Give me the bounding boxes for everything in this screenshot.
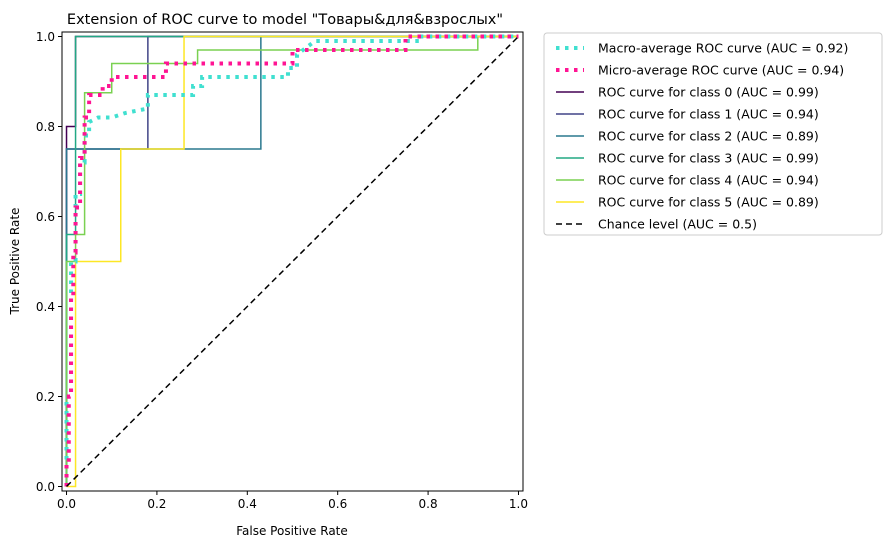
legend-label: Macro-average ROC curve (AUC = 0.92) (598, 41, 848, 56)
axes-frame (61, 31, 524, 492)
legend-items: Macro-average ROC curve (AUC = 0.92) Micr… (556, 41, 848, 232)
legend-label: Chance level (AUC = 0.5) (598, 217, 757, 232)
y-axis-ticks: 0.0 0.2 0.4 0.6 0.8 1.0 (36, 30, 62, 494)
series-line-roc-curve-for-class-4 (65, 35, 519, 487)
x-tick-label: 0.8 (419, 497, 438, 511)
x-tick-label: 1.0 (509, 497, 528, 511)
y-tick-label: 0.2 (36, 390, 55, 404)
y-tick-label: 0.0 (36, 480, 55, 494)
legend-frame (543, 32, 883, 236)
series-layer (64, 34, 520, 488)
legend-label: ROC curve for class 5 (AUC = 0.89) (598, 195, 819, 210)
chart-title: Extension of ROC curve to model "Товары&… (67, 12, 503, 28)
legend-label: ROC curve for class 1 (AUC = 0.94) (598, 107, 819, 122)
y-tick-label: 1.0 (36, 30, 55, 44)
series-line-roc-curve-for-class-5 (66, 35, 519, 488)
legend-label: Micro-average ROC curve (AUC = 0.94) (598, 63, 844, 78)
x-axis-label: False Positive Rate (236, 524, 348, 538)
legend-label: ROC curve for class 4 (AUC = 0.94) (598, 173, 819, 188)
legend-label: ROC curve for class 0 (AUC = 0.99) (598, 85, 819, 100)
series-line-macro-average-roc-curve (64, 34, 519, 487)
plot-area (61, 31, 524, 492)
series-line-micro-average-roc-curve (64, 34, 519, 487)
legend: Macro-average ROC curve (AUC = 0.92) Micr… (543, 32, 883, 236)
x-tick-label: 0.6 (328, 497, 347, 511)
x-axis-ticks: 0.0 0.2 0.4 0.6 0.8 1.0 (57, 491, 528, 511)
series-line-chance-level (65, 35, 520, 488)
legend-label: ROC curve for class 3 (AUC = 0.99) (598, 151, 819, 166)
y-tick-label: 0.6 (36, 210, 55, 224)
x-tick-label: 0.2 (147, 497, 166, 511)
y-axis-label: True Positive Rate (8, 208, 22, 316)
x-tick-label: 0.0 (57, 497, 76, 511)
legend-label: ROC curve for class 2 (AUC = 0.89) (598, 129, 819, 144)
x-tick-label: 0.4 (238, 497, 257, 511)
y-tick-label: 0.4 (36, 300, 55, 314)
y-tick-label: 0.8 (36, 120, 55, 134)
